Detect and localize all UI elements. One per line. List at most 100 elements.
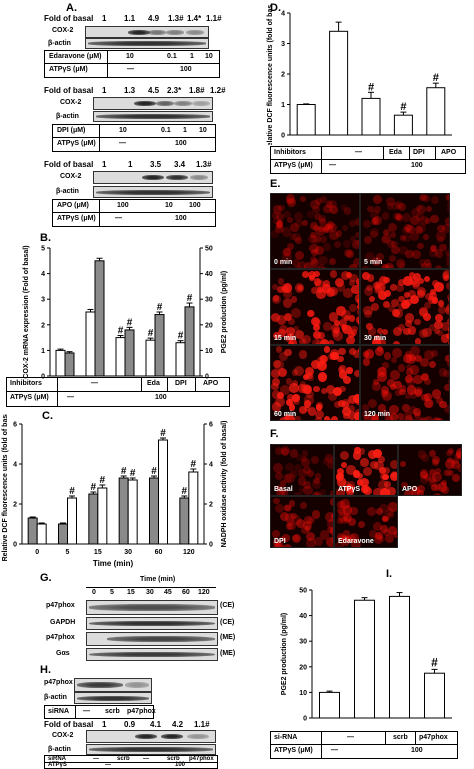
cell-value: —	[83, 708, 90, 715]
treatment-table: Edaravone (μM) 10 0.1 1 10 ATPγS (μM) — …	[44, 50, 220, 78]
western-blot	[74, 692, 152, 704]
bar-dcf	[118, 477, 129, 545]
western-blot	[93, 171, 213, 184]
western-blot	[85, 38, 209, 49]
dash: —	[355, 149, 362, 156]
tick-label: 0	[281, 133, 285, 140]
band-label: β-actin	[48, 40, 71, 47]
bar-pge2	[64, 352, 75, 377]
band-label: COX-2	[60, 99, 82, 106]
row-label: ATPγS	[48, 762, 67, 768]
x-tick-label: 0	[35, 549, 39, 556]
fraction-label: (CE)	[220, 602, 235, 609]
bar-mrna	[115, 337, 126, 377]
cell-value: 100	[175, 762, 186, 768]
time-label: 30 min	[364, 335, 387, 342]
tick-label: 5	[41, 246, 45, 253]
fold-value: 4.5	[148, 86, 160, 95]
bar-mrna	[145, 339, 156, 377]
condition-label: DPI	[274, 538, 286, 545]
significance-mark: #	[160, 428, 166, 439]
bar-mrna	[175, 342, 186, 377]
panel-label-g: G.	[40, 572, 52, 584]
tick-label: 10	[299, 690, 307, 697]
cell-value: —	[143, 756, 149, 762]
tick-label: 1	[281, 102, 285, 109]
bar-nadph	[127, 479, 138, 545]
cell-value: scrb	[105, 708, 120, 715]
sirna-p47: p47phox	[419, 734, 448, 741]
significance-mark: #	[148, 328, 154, 339]
fold-label: Fold of basal	[44, 14, 94, 23]
tick-label: 1	[41, 348, 45, 355]
row-label: Edaravone (μM)	[49, 53, 102, 60]
cell-value: scrb	[167, 756, 180, 762]
cell-value: 100	[189, 202, 201, 209]
fold-value: 1.1#	[206, 14, 222, 23]
inhibitor-dpi: DPI	[413, 149, 425, 156]
inhibitor-table-d: Inhibitors — Eda DPI APO ATPγS (μM) — 10…	[270, 146, 466, 174]
significance-mark: #	[127, 317, 133, 328]
bar	[329, 30, 349, 136]
significance-mark: #	[431, 655, 438, 669]
fold-value: 0.9	[124, 720, 136, 729]
micrograph: ATPγS	[334, 444, 398, 496]
tick-label: 3	[41, 297, 45, 304]
bar	[319, 691, 340, 719]
y-axis-label-left: COX-2 mRNA expression (Fold of basal)	[23, 245, 30, 378]
band-label: GAPDH	[50, 619, 76, 626]
fold-row: Fold of basal 1 1.3 4.5 2.3* 1.8# 1.2#	[44, 86, 234, 96]
inhibitor-dpi: DPI	[175, 380, 187, 387]
row-label: siRNA	[48, 756, 67, 762]
time-label: 15 min	[274, 335, 297, 342]
fraction-label: (ME)	[220, 650, 236, 657]
tick-label: 20	[205, 322, 213, 329]
tick-label: 4	[13, 462, 17, 469]
panel-label-f: F.	[270, 428, 279, 440]
dash: —	[347, 734, 354, 741]
bar-mrna	[55, 349, 66, 377]
time-value: 45	[164, 589, 172, 596]
bar	[296, 104, 316, 136]
micrograph: DPI	[270, 496, 334, 548]
time-label: 60 min	[274, 411, 297, 418]
fraction-label: (ME)	[220, 634, 236, 641]
significance-mark: #	[368, 81, 374, 93]
panel-label-b: B.	[40, 232, 51, 244]
fold-value: 1.4*	[187, 14, 202, 23]
fraction-label: (CE)	[220, 619, 235, 626]
tick-label: 30	[299, 639, 307, 646]
sirna-table-h2: siRNA — scrb — scrb p47phox ATPγS — 100	[44, 755, 218, 769]
fold-value: 3.5	[150, 160, 162, 169]
cell-value: 100	[175, 140, 187, 147]
bar-nadph	[67, 497, 77, 545]
fold-value: 4.1	[150, 720, 162, 729]
sirna-table-i: si-RNA — scrb p47phox ATPγS (μM) — 100	[270, 731, 458, 759]
tick-label: 4	[41, 271, 45, 278]
band-label: p47phox	[46, 634, 75, 641]
dash: —	[329, 162, 336, 169]
panel-label-c: C.	[42, 410, 53, 422]
fold-value: 1.3	[124, 86, 136, 95]
fold-value: 1	[102, 160, 107, 169]
fold-value: 4.9	[148, 14, 160, 23]
band-label: β-actin	[48, 746, 71, 753]
inhibitor-eda: Eda	[389, 149, 402, 156]
time-value: 60	[182, 589, 190, 596]
time-label: 120 min	[364, 411, 391, 418]
bar	[393, 114, 413, 136]
time-value: 30	[146, 589, 154, 596]
tick-label: 20	[299, 664, 307, 671]
microscopy-grid-e: 0 min 5 min 15 min 30 min 60 min 120 min	[270, 193, 450, 421]
bar	[361, 97, 381, 136]
condition-label: Basal	[274, 486, 293, 493]
cell-value: 100	[411, 162, 423, 169]
significance-mark: #	[157, 302, 163, 313]
bar-dcf	[58, 523, 68, 545]
time-row: 0 5 15 30 45 60 120	[86, 589, 216, 599]
cell-value: 1	[190, 53, 194, 60]
bar	[424, 672, 445, 719]
time-label: 0 min	[274, 259, 293, 266]
bar-dcf	[27, 517, 38, 545]
